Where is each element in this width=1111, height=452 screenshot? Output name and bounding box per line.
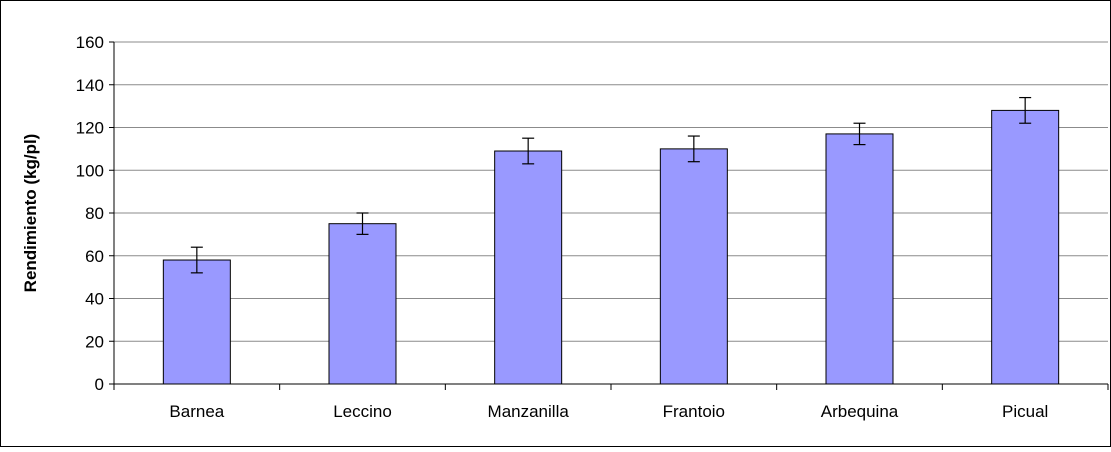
bar <box>494 150 563 385</box>
y-tick-label: 140 <box>76 76 104 95</box>
bar <box>825 133 894 385</box>
x-tick-label: Leccino <box>333 402 392 421</box>
bar <box>328 223 397 385</box>
x-tick-label: Frantoio <box>663 402 725 421</box>
gridlines <box>114 41 1108 342</box>
y-tick-label: 0 <box>95 375 104 394</box>
y-tick-label: 40 <box>85 290 104 309</box>
y-axis-title: Rendimiento (kg/pl) <box>21 134 40 293</box>
y-tick-label: 20 <box>85 332 104 351</box>
x-tick-label: Barnea <box>169 402 224 421</box>
bar <box>659 148 728 385</box>
x-tick-label: Manzanilla <box>488 402 570 421</box>
y-tick-label: 160 <box>76 33 104 52</box>
y-tick-label: 60 <box>85 247 104 266</box>
x-tick-label: Picual <box>1002 402 1048 421</box>
bar <box>162 259 231 385</box>
y-tick-label: 100 <box>76 161 104 180</box>
y-tick-label: 120 <box>76 119 104 138</box>
bar <box>991 109 1060 385</box>
bars <box>162 96 1060 385</box>
axes <box>109 41 1109 390</box>
tick-labels: 0 20 40 60 80 100 120 140 160 Barnea Leccino Manzan… <box>76 33 1049 421</box>
y-tick-label: 80 <box>85 204 104 223</box>
x-tick-label: Arbequina <box>821 402 899 421</box>
